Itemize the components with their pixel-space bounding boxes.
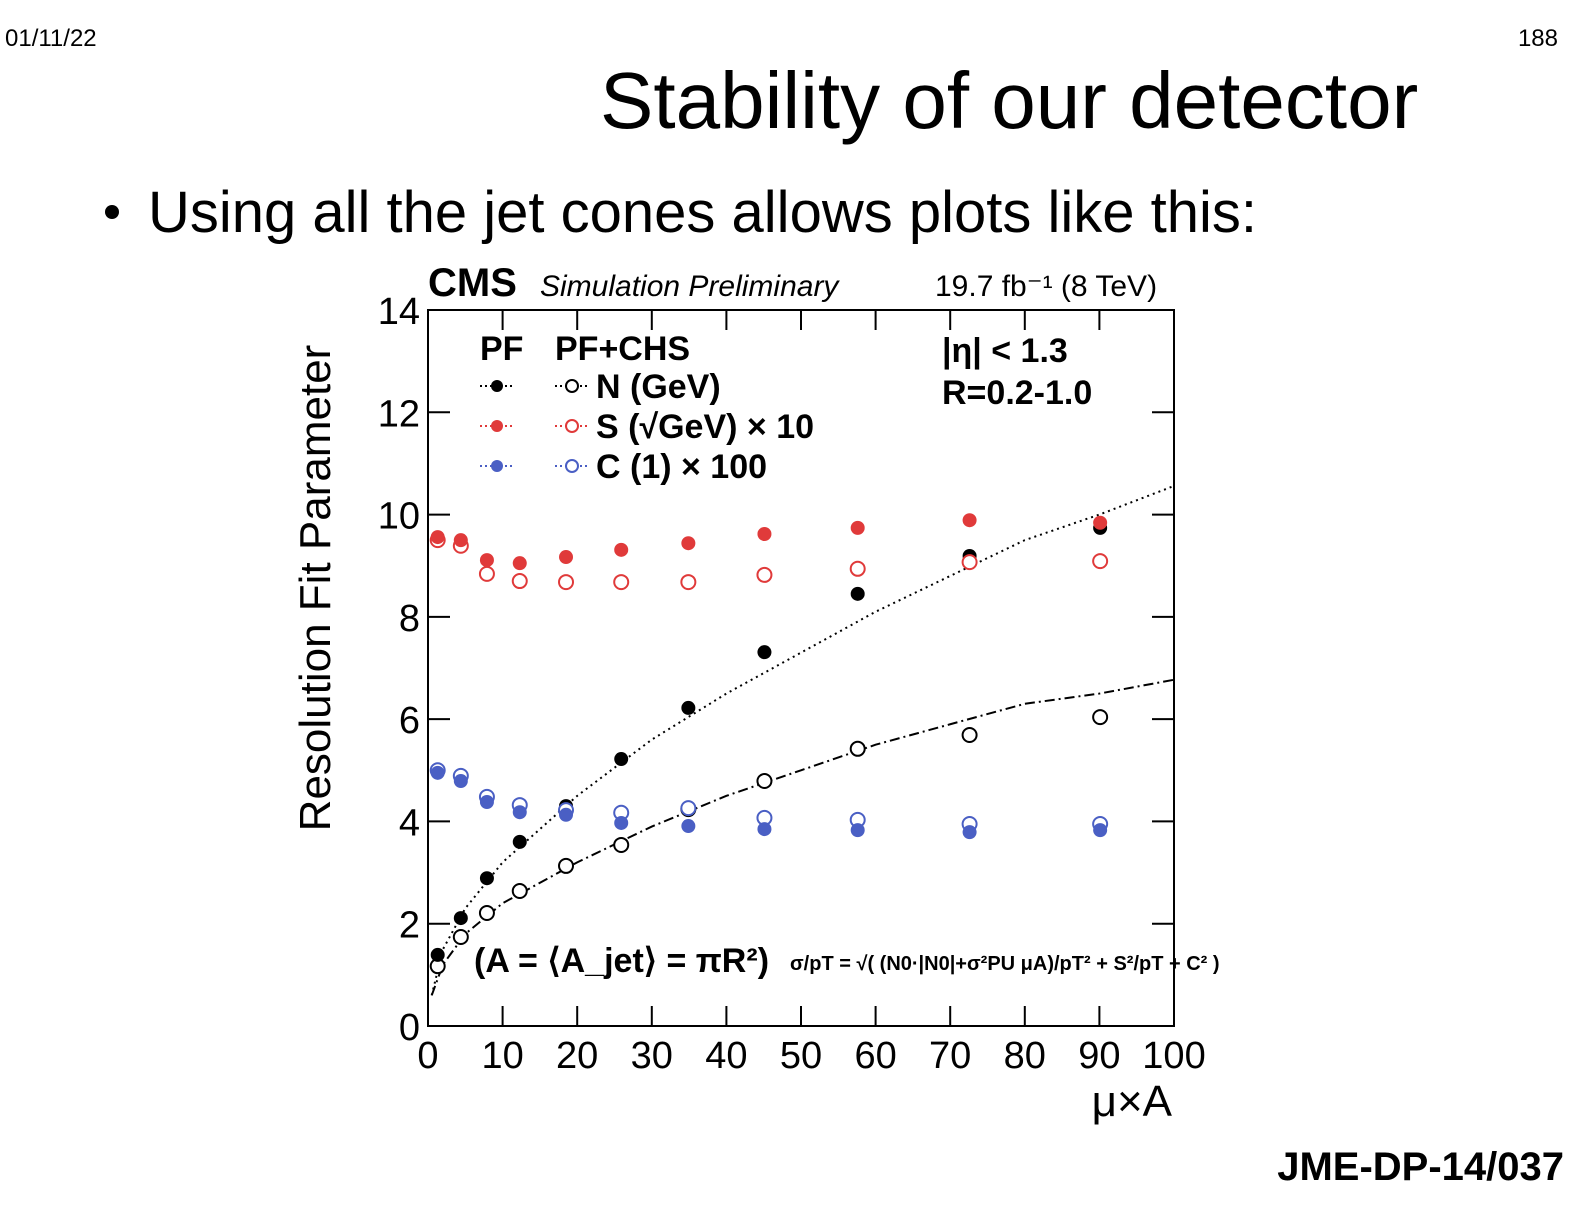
y-tick-label: 4 bbox=[399, 802, 420, 844]
marker-filled bbox=[757, 527, 772, 542]
x-tick-label: 50 bbox=[780, 1035, 822, 1077]
annotation: |η| < 1.3 bbox=[942, 332, 1068, 370]
marker-open bbox=[558, 574, 575, 591]
legend-marker bbox=[565, 419, 579, 433]
x-tick-label: 70 bbox=[929, 1035, 971, 1077]
marker-open bbox=[478, 904, 495, 921]
marker-filled bbox=[681, 536, 696, 551]
marker-filled bbox=[1093, 823, 1108, 838]
marker-open bbox=[961, 726, 978, 743]
marker-open bbox=[1092, 709, 1109, 726]
marker-filled bbox=[850, 520, 865, 535]
legend-marker bbox=[491, 380, 503, 392]
bullet-dot bbox=[105, 205, 119, 219]
marker-filled bbox=[430, 947, 445, 962]
fit-curve bbox=[430, 678, 1175, 996]
x-tick-label: 40 bbox=[705, 1035, 747, 1077]
marker-filled bbox=[453, 911, 468, 926]
marker-filled bbox=[559, 807, 574, 822]
marker-filled bbox=[757, 822, 772, 837]
marker-filled bbox=[479, 553, 494, 568]
legend-label: N (GeV) bbox=[596, 368, 721, 406]
x-tick-label: 30 bbox=[631, 1035, 673, 1077]
marker-open bbox=[478, 565, 495, 582]
luminosity: 19.7 fb⁻¹ (8 TeV) bbox=[935, 270, 1157, 303]
marker-filled bbox=[681, 700, 696, 715]
legend-label: C (1) × 100 bbox=[596, 448, 767, 486]
date: 01/11/22 bbox=[5, 25, 97, 52]
page-number: 188 bbox=[1518, 25, 1558, 52]
x-tick-label: 0 bbox=[417, 1035, 438, 1077]
y-tick-label: 0 bbox=[399, 1007, 420, 1049]
marker-open bbox=[1092, 553, 1109, 570]
y-tick-label: 6 bbox=[399, 700, 420, 742]
fit-curve bbox=[430, 484, 1175, 996]
footer-ref: JME-DP-14/037 bbox=[1277, 1145, 1564, 1189]
marker-filled bbox=[962, 513, 977, 528]
x-tick-label: 60 bbox=[854, 1035, 896, 1077]
marker-open bbox=[511, 882, 528, 899]
legend-label: S (√GeV) × 10 bbox=[596, 408, 814, 446]
y-tick-label: 2 bbox=[399, 905, 420, 947]
marker-open bbox=[613, 574, 630, 591]
marker-filled bbox=[430, 530, 445, 545]
y-tick-label: 12 bbox=[378, 393, 420, 435]
x-tick-label: 100 bbox=[1142, 1035, 1205, 1077]
marker-filled bbox=[479, 794, 494, 809]
x-tick-label: 80 bbox=[1004, 1035, 1046, 1077]
marker-filled bbox=[850, 823, 865, 838]
legend-marker bbox=[491, 420, 503, 432]
marker-filled bbox=[1093, 515, 1108, 530]
y-axis-label: Resolution Fit Parameter bbox=[291, 345, 340, 832]
annotation: R=0.2-1.0 bbox=[942, 374, 1092, 412]
marker-open bbox=[756, 773, 773, 790]
marker-open bbox=[680, 574, 697, 591]
legend-column: PF+CHS bbox=[555, 330, 690, 368]
marker-filled bbox=[681, 819, 696, 834]
marker-open bbox=[452, 929, 469, 946]
legend-marker bbox=[491, 460, 503, 472]
x-tick-label: 90 bbox=[1078, 1035, 1120, 1077]
marker-filled bbox=[962, 825, 977, 840]
slide-title: Stability of our detector bbox=[600, 56, 1418, 145]
marker-filled bbox=[512, 805, 527, 820]
bullet-text: Using all the jet cones allows plots lik… bbox=[148, 180, 1257, 245]
experiment: CMS bbox=[428, 261, 517, 305]
y-tick-label: 14 bbox=[378, 291, 420, 333]
marker-filled bbox=[614, 542, 629, 557]
marker-filled bbox=[479, 871, 494, 886]
x-tick-label: 20 bbox=[556, 1035, 598, 1077]
marker-open bbox=[961, 554, 978, 571]
marker-filled bbox=[512, 834, 527, 849]
marker-open bbox=[849, 740, 866, 757]
marker-filled bbox=[453, 533, 468, 548]
marker-filled bbox=[614, 752, 629, 767]
subtitle: Simulation Preliminary bbox=[540, 270, 840, 303]
marker-filled bbox=[453, 774, 468, 789]
marker-filled bbox=[430, 765, 445, 780]
marker-open bbox=[613, 836, 630, 853]
y-tick-label: 10 bbox=[378, 496, 420, 538]
marker-filled bbox=[757, 645, 772, 660]
x-tick-label: 10 bbox=[481, 1035, 523, 1077]
marker-open bbox=[849, 560, 866, 577]
annotation: (A = ⟨A_jet⟩ = πR²) bbox=[474, 942, 769, 980]
marker-filled bbox=[614, 815, 629, 830]
legend-marker bbox=[565, 459, 579, 473]
marker-open bbox=[511, 573, 528, 590]
marker-filled bbox=[850, 586, 865, 601]
marker-filled bbox=[559, 550, 574, 565]
legend-marker bbox=[565, 379, 579, 393]
marker-open bbox=[680, 800, 697, 817]
y-tick-label: 8 bbox=[399, 598, 420, 640]
marker-filled bbox=[512, 556, 527, 571]
legend-column: PF bbox=[480, 330, 523, 368]
marker-open bbox=[756, 566, 773, 583]
marker-open bbox=[558, 857, 575, 874]
formula: σ/pT = √( (N0·|N0|+σ²PU μA)/pT² + S²/pT … bbox=[790, 953, 1220, 975]
x-axis-label: μ×A bbox=[1092, 1077, 1173, 1126]
